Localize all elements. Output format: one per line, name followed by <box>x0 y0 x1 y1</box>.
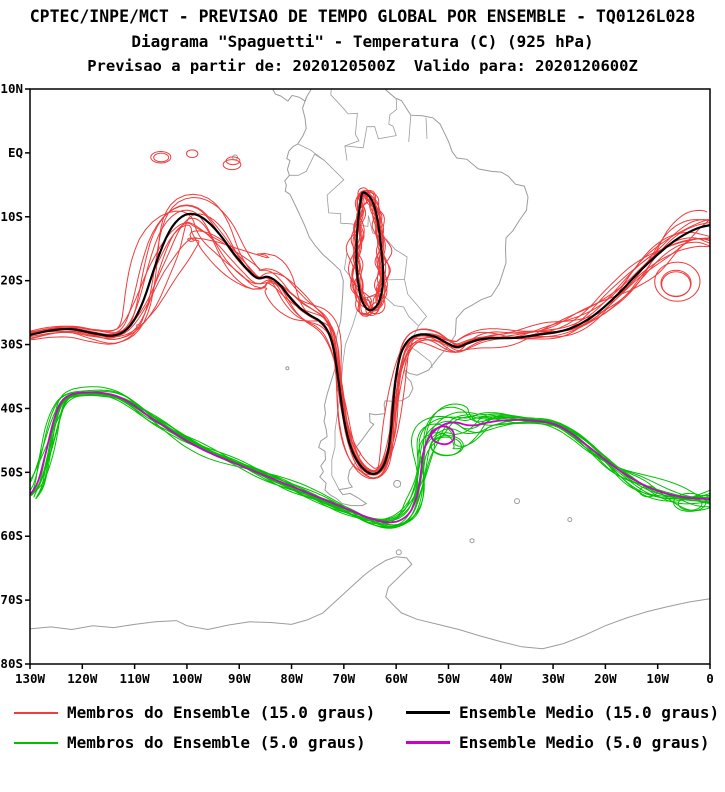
plot-layers <box>30 89 710 650</box>
ensemble-member-line <box>30 391 710 521</box>
country-border <box>344 268 383 300</box>
x-tick-label: 100W <box>172 671 203 686</box>
coastline <box>269 89 307 102</box>
country-border <box>350 215 433 369</box>
ensemble-member-line <box>352 193 386 315</box>
ensemble-member-loop <box>430 435 464 456</box>
ensemble-member-loop <box>222 159 242 171</box>
legend-item-mean-5: Ensemble Medio (5.0 graus) <box>406 733 725 752</box>
series-mean-15 <box>30 191 710 476</box>
x-tick-label: 70W <box>333 671 356 686</box>
chart-title-line2: Diagrama "Spaguetti" - Temperatura (C) (… <box>131 32 594 51</box>
island <box>393 479 402 488</box>
legend-item-mean-15: Ensemble Medio (15.0 graus) <box>406 703 725 722</box>
y-tick-label: EQ <box>8 145 23 160</box>
ensemble-member-line <box>30 392 710 527</box>
coastline <box>284 89 529 507</box>
plot-frame <box>29 88 711 665</box>
chart-header: CPTEC/INPE/MCT - PREVISAO DE TEMPO GLOBA… <box>0 0 725 79</box>
ensemble-member-line <box>353 192 388 312</box>
island <box>567 517 573 523</box>
x-tick-label: 120W <box>67 671 98 686</box>
ensemble-member-line <box>30 219 710 479</box>
series-members-15 <box>30 149 710 480</box>
ensemble-member-line <box>30 213 710 479</box>
ensemble-member-loop <box>660 269 692 297</box>
ensemble-member-loop <box>150 151 172 164</box>
ensemble-mean-line <box>430 425 455 446</box>
legend-line-sample-members-15 <box>14 711 58 714</box>
ensemble-member-line <box>30 393 710 521</box>
island <box>395 549 402 556</box>
y-tick-label: 10S <box>0 209 23 224</box>
x-tick-label: 40W <box>489 671 512 686</box>
x-tick-label: 80W <box>280 671 303 686</box>
legend-label-members-15: Membros do Ensemble (15.0 graus) <box>67 703 376 722</box>
legend-label-members-5: Membros do Ensemble (5.0 graus) <box>67 733 366 752</box>
island <box>469 538 475 544</box>
x-tick-label: 20W <box>594 671 617 686</box>
ensemble-mean-line <box>30 212 710 476</box>
ensemble-mean-line <box>30 391 710 524</box>
x-tick-label: 50W <box>437 671 460 686</box>
y-tick-label: 40S <box>0 400 23 415</box>
ensemble-member-loop <box>654 261 701 302</box>
chart-legend: Membros do Ensemble (15.0 graus) Ensemble… <box>0 703 725 752</box>
x-tick-label: 90W <box>228 671 251 686</box>
y-tick-label: 70S <box>0 592 23 607</box>
chart-title-line3: Previsao a partir de: 2020120500Z Valido… <box>87 57 638 75</box>
y-tick-label: 20S <box>0 273 23 288</box>
ensemble-member-loop <box>186 149 199 159</box>
country-border <box>344 252 348 270</box>
country-border <box>289 153 325 176</box>
ensemble-member-line <box>30 209 710 476</box>
country-border <box>344 98 398 149</box>
y-tick-label: 10N <box>0 81 23 96</box>
ensemble-member-line <box>30 230 710 476</box>
y-tick-label: 60S <box>0 528 23 543</box>
map-layer <box>30 89 710 650</box>
legend-label-mean-5: Ensemble Medio (5.0 graus) <box>459 733 710 752</box>
x-tick-label: 60W <box>385 671 408 686</box>
coastline <box>30 556 710 650</box>
ensemble-member-line <box>30 224 710 472</box>
legend-line-sample-members-5 <box>14 741 58 744</box>
ensemble-member-line <box>35 392 710 529</box>
legend-label-mean-15: Ensemble Medio (15.0 graus) <box>459 703 720 722</box>
legend-line-sample-mean-5 <box>406 741 450 744</box>
legend-line-sample-mean-15 <box>406 711 450 714</box>
ensemble-member-line <box>31 196 710 480</box>
ensemble-member-line <box>30 204 710 472</box>
x-tick-label: 10W <box>646 671 669 686</box>
island <box>285 366 290 371</box>
ensemble-member-loop <box>673 492 707 512</box>
country-border <box>382 294 419 327</box>
ensemble-mean-line <box>355 191 385 312</box>
x-tick-label: 110W <box>120 671 151 686</box>
series-mean-5 <box>30 391 710 524</box>
y-tick-label: 30S <box>0 337 23 352</box>
country-border <box>297 143 351 225</box>
ensemble-member-line <box>30 205 710 473</box>
island <box>513 498 520 505</box>
x-tick-label: 0 <box>706 671 714 686</box>
y-tick-label: 50S <box>0 464 23 479</box>
chart-title-line1: CPTEC/INPE/MCT - PREVISAO DE TEMPO GLOBA… <box>29 7 696 26</box>
ensemble-member-line <box>30 217 710 473</box>
spaghetti-map-plot: 130W 120W 110W 100W 90W 80W 70W 60W 50W 40W 30W 20W… <box>0 81 714 686</box>
ensemble-member-loop <box>153 152 170 163</box>
x-tick-label: 130W <box>15 671 46 686</box>
ensemble-member-line <box>30 237 710 476</box>
series-members-5 <box>30 386 710 529</box>
x-tick-label: 30W <box>542 671 565 686</box>
y-tick-label: 80S <box>0 656 23 671</box>
legend-item-members-5: Membros do Ensemble (5.0 graus) <box>14 733 406 752</box>
country-border <box>425 117 428 139</box>
country-border <box>408 115 412 143</box>
legend-item-members-15: Membros do Ensemble (15.0 graus) <box>14 703 406 722</box>
country-border <box>330 89 360 161</box>
ensemble-member-line <box>30 210 710 469</box>
ensemble-member-line <box>30 392 710 522</box>
ensemble-member-line <box>30 218 709 476</box>
